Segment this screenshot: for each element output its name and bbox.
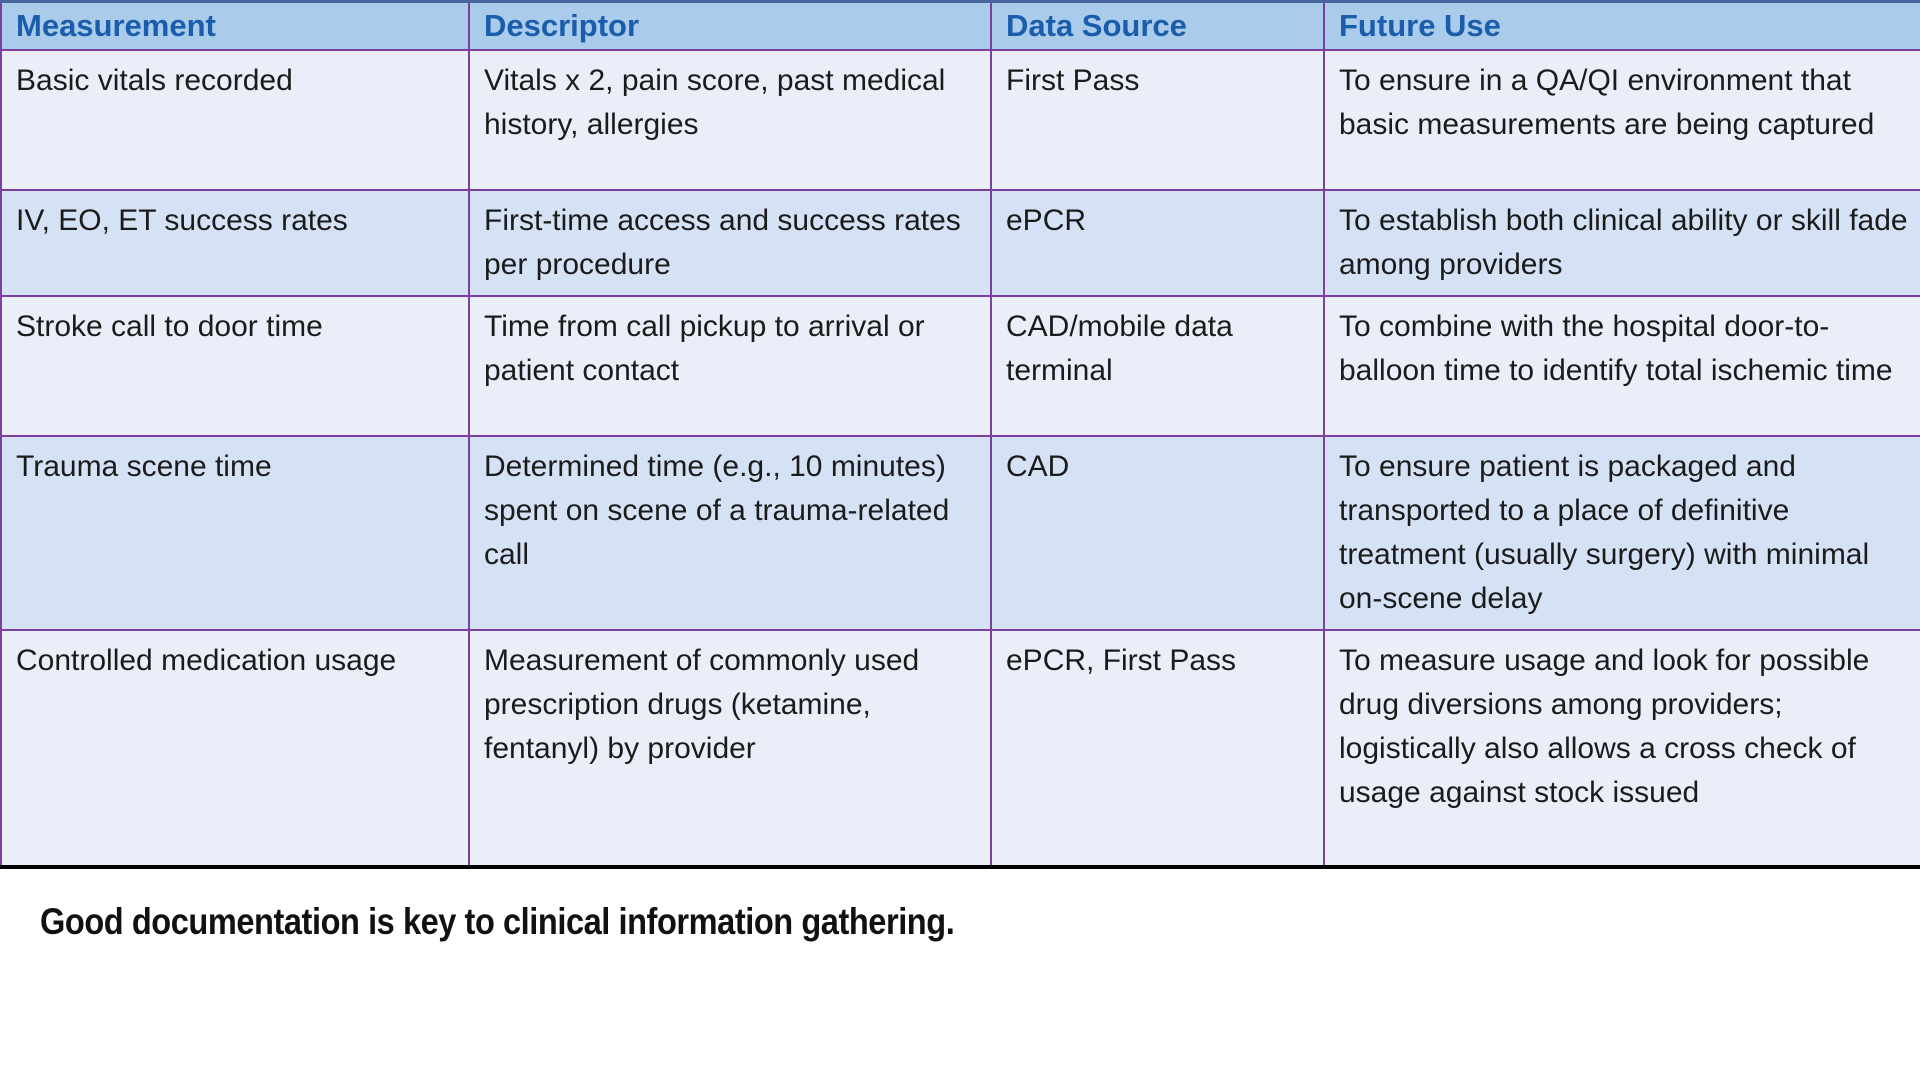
cell-measurement: Basic vitals recorded: [0, 49, 470, 191]
column-header-descriptor: Descriptor: [468, 0, 992, 51]
table-row: Stroke call to door time Time from call …: [0, 295, 1920, 437]
cell-future-use: To combine with the hospital door-to-bal…: [1323, 295, 1920, 437]
cell-measurement: Stroke call to door time: [0, 295, 470, 437]
column-header-measurement: Measurement: [0, 0, 470, 51]
cell-measurement: Trauma scene time: [0, 435, 470, 631]
table-header: Measurement Descriptor Data Source Futur…: [0, 0, 1920, 51]
cell-descriptor: Vitals x 2, pain score, past medical his…: [468, 49, 992, 191]
cell-descriptor: Measurement of commonly used prescriptio…: [468, 629, 992, 868]
table-row: Basic vitals recorded Vitals x 2, pain s…: [0, 49, 1920, 191]
ems-measurements-table: Measurement Descriptor Data Source Futur…: [0, 0, 1920, 869]
cell-measurement: IV, EO, ET success rates: [0, 189, 470, 297]
table-row: Controlled medication usage Measurement …: [0, 629, 1920, 868]
cell-future-use: To ensure in a QA/QI environment that ba…: [1323, 49, 1920, 191]
cell-data-source: CAD: [990, 435, 1325, 631]
cell-future-use: To ensure patient is packaged and transp…: [1323, 435, 1920, 631]
column-header-future-use: Future Use: [1323, 0, 1920, 51]
cell-data-source: ePCR, First Pass: [990, 629, 1325, 868]
cell-future-use: To measure usage and look for possible d…: [1323, 629, 1920, 868]
cell-future-use: To establish both clinical ability or sk…: [1323, 189, 1920, 297]
cell-data-source: First Pass: [990, 49, 1325, 191]
table-row: IV, EO, ET success rates First-time acce…: [0, 189, 1920, 297]
column-header-data-source: Data Source: [990, 0, 1325, 51]
cell-descriptor: Determined time (e.g., 10 minutes) spent…: [468, 435, 992, 631]
header-row: Measurement Descriptor Data Source Futur…: [0, 0, 1920, 51]
cell-measurement: Controlled medication usage: [0, 629, 470, 868]
cell-data-source: CAD/mobile data terminal: [990, 295, 1325, 437]
table-caption: Good documentation is key to clinical in…: [40, 901, 955, 942]
cell-data-source: ePCR: [990, 189, 1325, 297]
cell-descriptor: First-time access and success rates per …: [468, 189, 992, 297]
cell-descriptor: Time from call pickup to arrival or pati…: [468, 295, 992, 437]
table-row: Trauma scene time Determined time (e.g.,…: [0, 435, 1920, 631]
